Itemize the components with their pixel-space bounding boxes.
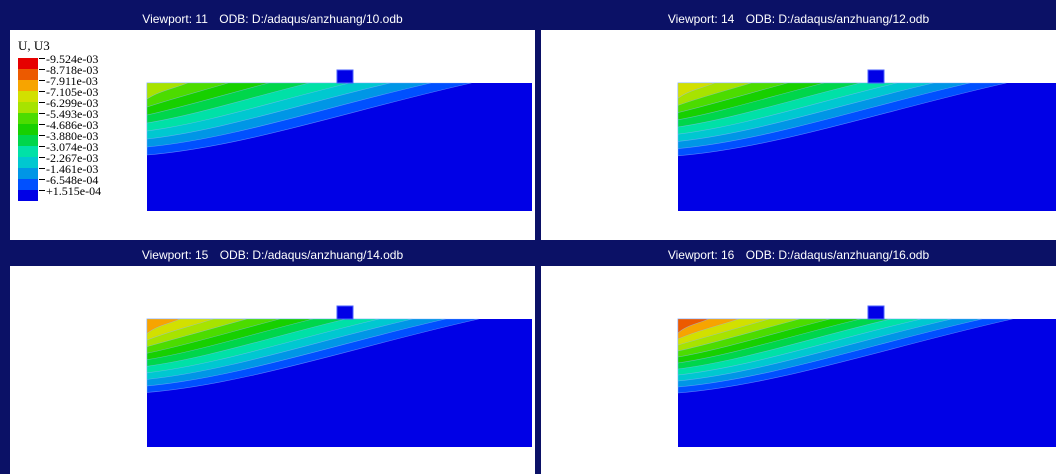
legend-title: U, U3 bbox=[18, 38, 50, 53]
legend-row: -6.548e-04 bbox=[18, 173, 98, 190]
viewport-odb-path: ODB: D:/adaqus/anzhuang/10.odb bbox=[219, 12, 403, 26]
legend-tick bbox=[39, 157, 45, 158]
legend-swatch bbox=[18, 168, 38, 179]
legend-row: -7.911e-03 bbox=[18, 74, 98, 91]
legend-row: -8.718e-03 bbox=[18, 63, 98, 80]
legend-swatch bbox=[18, 91, 38, 102]
legend-tick bbox=[39, 168, 45, 169]
legend-row: -3.074e-03 bbox=[18, 140, 98, 157]
legend-row: -4.686e-03 bbox=[18, 118, 98, 135]
legend-label: -1.461e-03 bbox=[46, 162, 99, 176]
legend-tick bbox=[39, 190, 45, 191]
viewport-16[interactable]: Viewport: 16 ODB: D:/adaqus/anzhuang/16.… bbox=[541, 244, 1056, 474]
legend-tick bbox=[39, 135, 45, 136]
structure-block bbox=[336, 69, 354, 84]
viewport-odb-path: ODB: D:/adaqus/anzhuang/12.odb bbox=[745, 12, 930, 26]
viewport-11-title-bar: Viewport: 11 ODB: D:/adaqus/anzhuang/10.… bbox=[10, 8, 535, 30]
legend-label: -6.548e-04 bbox=[46, 173, 99, 187]
contour-band bbox=[146, 82, 188, 100]
legend-label: -7.105e-03 bbox=[46, 85, 99, 99]
legend-swatch bbox=[18, 179, 38, 190]
legend-swatch bbox=[18, 113, 38, 124]
legend-row: -9.524e-03 bbox=[18, 52, 98, 69]
viewport-number: Viewport: 14 bbox=[667, 12, 735, 26]
legend-row: -3.880e-03 bbox=[18, 129, 98, 146]
viewport-odb-path: ODB: D:/adaqus/anzhuang/16.odb bbox=[745, 248, 930, 262]
legend-tick bbox=[39, 80, 45, 81]
contour-band bbox=[146, 318, 181, 335]
legend-row: +1.515e-04 bbox=[18, 184, 101, 201]
legend-row: -5.493e-03 bbox=[18, 107, 98, 124]
legend-swatch bbox=[18, 102, 38, 113]
legend-swatch bbox=[18, 190, 38, 201]
structure-block bbox=[336, 305, 354, 320]
legend-label: -9.524e-03 bbox=[46, 52, 99, 66]
legend-color-bar: -9.524e-03 -8.718e-03 -7.911e-03 -7.105e-03… bbox=[18, 52, 101, 201]
contour-band bbox=[677, 318, 709, 334]
legend-swatch bbox=[18, 157, 38, 168]
legend-row: -2.267e-03 bbox=[18, 151, 98, 168]
contour-band bbox=[677, 82, 715, 99]
contour-plot[interactable] bbox=[10, 266, 535, 474]
legend-swatch bbox=[18, 80, 38, 91]
legend-swatch bbox=[18, 58, 38, 69]
legend-label: -5.493e-03 bbox=[46, 107, 99, 121]
legend-label: -6.299e-03 bbox=[46, 96, 99, 110]
legend-swatch bbox=[18, 135, 38, 146]
legend-tick bbox=[39, 58, 45, 59]
viewport-14[interactable]: Viewport: 14 ODB: D:/adaqus/anzhuang/12.… bbox=[541, 8, 1056, 240]
legend-row: -6.299e-03 bbox=[18, 96, 98, 113]
legend-label: -2.267e-03 bbox=[46, 151, 99, 165]
legend-tick bbox=[39, 146, 45, 147]
legend-label: +1.515e-04 bbox=[46, 184, 102, 198]
legend-row: -1.461e-03 bbox=[18, 162, 98, 179]
legend-label: -4.686e-03 bbox=[46, 118, 99, 132]
structure-block bbox=[867, 305, 885, 320]
legend-swatch bbox=[18, 69, 38, 80]
legend-tick bbox=[39, 69, 45, 70]
legend-label: -8.718e-03 bbox=[46, 63, 99, 77]
legend-swatch bbox=[18, 146, 38, 157]
contour-plot[interactable] bbox=[541, 30, 1056, 240]
legend-label: -3.880e-03 bbox=[46, 129, 99, 143]
legend-tick bbox=[39, 91, 45, 92]
contour-legend: U, U3 -9.524e-03 -8.718e-03 -7.911e-03 -7.1… bbox=[18, 38, 101, 201]
legend-tick bbox=[39, 179, 45, 180]
viewport-number: Viewport: 15 bbox=[141, 248, 209, 262]
viewport-11[interactable]: Viewport: 11 ODB: D:/adaqus/anzhuang/10.… bbox=[10, 8, 535, 240]
viewport-16-title-bar: Viewport: 16 ODB: D:/adaqus/anzhuang/16.… bbox=[541, 244, 1056, 266]
legend-label: -7.911e-03 bbox=[46, 74, 98, 88]
viewport-number: Viewport: 16 bbox=[667, 248, 735, 262]
contour-plot[interactable] bbox=[10, 30, 535, 240]
legend-tick bbox=[39, 102, 45, 103]
contour-plot[interactable] bbox=[541, 266, 1056, 474]
viewport-15[interactable]: Viewport: 15 ODB: D:/adaqus/anzhuang/14.… bbox=[10, 244, 535, 474]
legend-row: -7.105e-03 bbox=[18, 85, 98, 102]
viewport-14-title-bar: Viewport: 14 ODB: D:/adaqus/anzhuang/12.… bbox=[541, 8, 1056, 30]
viewport-15-title-bar: Viewport: 15 ODB: D:/adaqus/anzhuang/14.… bbox=[10, 244, 535, 266]
viewport-number: Viewport: 11 bbox=[142, 12, 208, 26]
legend-swatch bbox=[18, 124, 38, 135]
viewport-odb-path: ODB: D:/adaqus/anzhuang/14.odb bbox=[219, 248, 404, 262]
structure-block bbox=[867, 69, 885, 84]
legend-label: -3.074e-03 bbox=[46, 140, 99, 154]
legend-tick bbox=[39, 113, 45, 114]
legend-tick bbox=[39, 124, 45, 125]
